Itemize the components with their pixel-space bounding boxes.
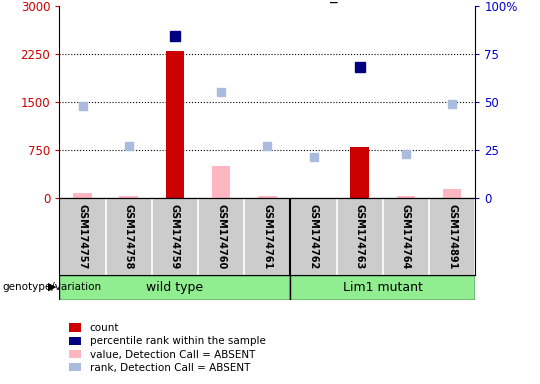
- Bar: [397, 196, 415, 198]
- Text: GSM174761: GSM174761: [262, 204, 272, 269]
- Text: GSM174763: GSM174763: [355, 204, 365, 269]
- Bar: [258, 197, 276, 198]
- Text: GSM174764: GSM174764: [401, 204, 411, 269]
- Bar: [119, 196, 138, 198]
- Text: GSM174758: GSM174758: [124, 204, 134, 269]
- Legend: count, percentile rank within the sample, value, Detection Call = ABSENT, rank, : count, percentile rank within the sample…: [65, 319, 269, 377]
- Text: Lim1 mutant: Lim1 mutant: [343, 281, 423, 293]
- Text: ▶: ▶: [48, 282, 57, 292]
- Text: GSM174891: GSM174891: [447, 204, 457, 269]
- Bar: [212, 166, 231, 198]
- Bar: [59, 275, 291, 300]
- Text: GSM174760: GSM174760: [216, 204, 226, 269]
- Bar: [166, 51, 184, 198]
- Bar: [443, 189, 461, 198]
- Bar: [73, 193, 92, 198]
- Text: genotype/variation: genotype/variation: [3, 282, 102, 292]
- Text: GSM174762: GSM174762: [308, 204, 319, 269]
- Title: GDS2748 / 1450663_at: GDS2748 / 1450663_at: [182, 0, 353, 3]
- Bar: [350, 147, 369, 198]
- Text: wild type: wild type: [146, 281, 204, 293]
- Text: GSM174759: GSM174759: [170, 204, 180, 269]
- Bar: [291, 275, 475, 300]
- Text: GSM174757: GSM174757: [78, 204, 87, 269]
